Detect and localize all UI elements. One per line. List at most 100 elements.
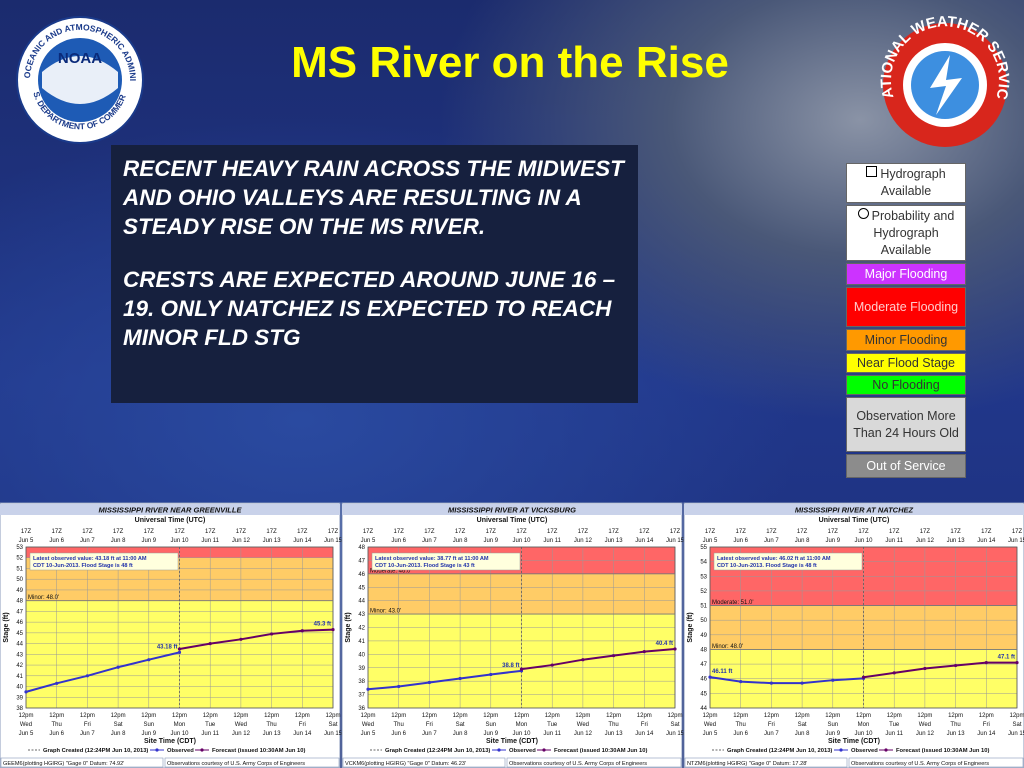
data-point: [1015, 661, 1019, 665]
legend-label: Minor Flooding: [864, 332, 948, 347]
value-label: 40.4 ft: [656, 641, 673, 647]
top-tick-date: Jun 5: [361, 538, 376, 544]
x-tick-label: Jun 5: [361, 731, 376, 737]
legend-label: No Flooding: [872, 377, 940, 392]
data-point: [923, 666, 927, 671]
legend-item: No Flooding: [846, 375, 966, 395]
top-tick-time: 17Z: [236, 529, 247, 535]
x-tick-weekday: Sun: [485, 722, 496, 728]
top-tick-time: 17Z: [608, 529, 619, 535]
legend-item: Observation More Than 24 Hours Old: [846, 397, 966, 452]
y-tick-label: 38: [16, 706, 23, 712]
legend-item: Major Flooding: [846, 263, 966, 285]
top-tick-time: 17Z: [516, 529, 527, 535]
noaa-bird: [42, 56, 118, 104]
data-point: [642, 650, 646, 654]
plot-frame: [25, 546, 334, 709]
x-tick-time: 12pm: [18, 713, 33, 719]
y-tick-label: 46: [700, 677, 707, 683]
x-tick-label: Jun 10: [512, 731, 531, 737]
top-tick-time: 17Z: [670, 529, 681, 535]
legend-label: Hydrograph Available: [880, 167, 946, 198]
legend-item: Hydrograph Available: [846, 163, 966, 203]
y-axis-label: Stage (ft): [3, 612, 10, 642]
data-point: [519, 669, 524, 673]
top-tick-time: 17Z: [424, 529, 435, 535]
flood-band: [368, 547, 675, 574]
y-tick-label: 48: [358, 545, 365, 551]
x-tick-weekday: Fri: [84, 722, 91, 728]
top-tick-date: Jun 14: [977, 538, 996, 544]
x-tick-label: Jun 14: [293, 731, 312, 737]
top-tick-time: 17Z: [486, 529, 497, 535]
legend-item: Near Flood Stage: [846, 353, 966, 373]
latest-note-box: [29, 552, 179, 571]
series-line: [709, 676, 864, 685]
y-tick-label: 44: [16, 642, 23, 648]
footer-box: [342, 757, 506, 768]
top-tick-date: Jun 12: [574, 538, 593, 544]
paragraph: RECENT HEAVY RAIN ACROSS THE MIDWEST AND…: [123, 156, 624, 239]
y-tick-label: 47: [700, 662, 707, 668]
x-tick-weekday: Fri: [768, 722, 775, 728]
y-tick-label: 53: [16, 545, 23, 551]
top-tick-date: Jun 8: [111, 538, 126, 544]
flood-band: [26, 557, 333, 601]
x-tick-time: 12pm: [979, 713, 994, 719]
top-tick-time: 17Z: [21, 529, 32, 535]
data-point: [85, 674, 89, 678]
hydrograph: MISSISSIPPI RIVER AT VICKSBURG Universal …: [341, 502, 685, 768]
x-tick-time: 12pm: [264, 713, 279, 719]
legend-label: Observed: [851, 748, 878, 754]
x-tick-label: Jun 15: [324, 731, 343, 737]
data-point: [892, 671, 896, 675]
x-tick-label: Jun 11: [885, 731, 903, 737]
panel-background: [683, 502, 1024, 768]
footer-text: GEEM6(plotting HGIRG) "Gage 0" Datum: 74…: [3, 761, 124, 767]
top-tick-time: 17Z: [455, 529, 466, 535]
legend-item: Minor Flooding: [846, 329, 966, 351]
top-tick-time: 17Z: [578, 529, 589, 535]
data-point: [581, 658, 585, 662]
value-label: 46.11 ft: [712, 669, 732, 675]
y-tick-label: 38: [358, 679, 365, 685]
x-tick-weekday: Tue: [889, 722, 900, 728]
y-tick-label: 45: [358, 585, 365, 591]
x-tick-time: 12pm: [80, 713, 95, 719]
data-point: [177, 650, 182, 655]
x-tick-weekday: Sat: [798, 722, 807, 728]
x-tick-weekday: Fri: [641, 722, 648, 728]
y-tick-label: 45: [700, 691, 707, 697]
flood-band: [710, 649, 1017, 708]
top-tick-date: Jun 14: [293, 538, 312, 544]
legend-marker: [200, 748, 204, 752]
x-tick-time: 12pm: [391, 713, 406, 719]
latest-note: Latest observed value: 43.18 ft at 11:00…: [33, 556, 147, 562]
y-tick-label: 41: [16, 674, 23, 680]
data-point: [550, 663, 554, 667]
x-tick-weekday: Thu: [736, 722, 746, 728]
y-tick-label: 52: [16, 556, 23, 562]
x-tick-weekday: Sun: [827, 722, 838, 728]
x-tick-weekday: Sat: [670, 722, 679, 728]
top-tick-date: Jun 8: [453, 538, 468, 544]
y-tick-label: 41: [358, 639, 365, 645]
x-tick-weekday: Sun: [143, 722, 154, 728]
x-tick-label: Jun 11: [543, 731, 561, 737]
top-tick-date: Jun 5: [703, 538, 718, 544]
x-tick-label: Jun 9: [483, 731, 498, 737]
data-point: [300, 629, 304, 633]
top-tick-date: Jun 9: [483, 538, 498, 544]
noaa-text: NOAA: [58, 50, 102, 67]
x-tick-time: 12pm: [453, 713, 468, 719]
footer-box: [506, 757, 682, 768]
graph-created: Graph Created (12:24PM Jun 10, 2013): [43, 748, 148, 754]
x-tick-weekday: Wed: [235, 722, 247, 728]
y-tick-label: 49: [16, 588, 23, 594]
data-point: [673, 647, 677, 651]
data-point: [612, 654, 616, 658]
top-tick-time: 17Z: [950, 529, 961, 535]
logos: NOAA NATIONAL OCEANIC AND ATMOSPHERIC AD…: [0, 0, 1012, 147]
value-label: 38.8 ft: [502, 663, 519, 669]
